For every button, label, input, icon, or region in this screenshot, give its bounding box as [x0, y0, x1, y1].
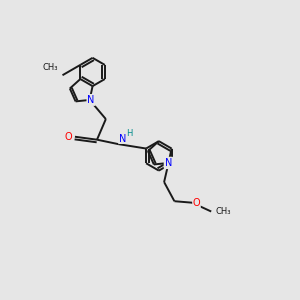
- Text: N: N: [87, 95, 95, 105]
- Text: O: O: [193, 198, 200, 208]
- Text: N: N: [87, 95, 95, 105]
- Text: CH₃: CH₃: [216, 207, 231, 216]
- Text: N: N: [165, 158, 172, 168]
- Text: N: N: [119, 134, 126, 143]
- Text: H: H: [127, 129, 133, 138]
- Text: O: O: [65, 132, 73, 142]
- Text: CH₃: CH₃: [43, 63, 58, 72]
